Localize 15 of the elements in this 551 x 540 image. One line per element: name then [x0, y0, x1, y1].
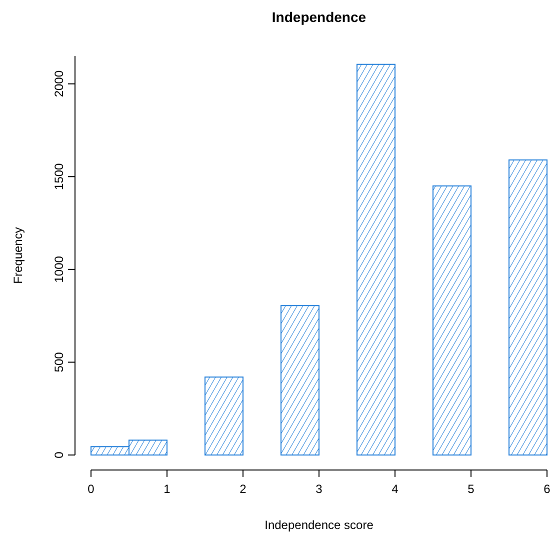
y-tick-label: 1000 — [52, 256, 66, 283]
x-tick-label: 5 — [468, 482, 475, 496]
x-tick-label: 3 — [316, 482, 323, 496]
x-tick-label: 2 — [240, 482, 247, 496]
y-tick-label: 0 — [52, 451, 66, 458]
y-tick-label: 500 — [52, 352, 66, 372]
chart-title: Independence — [272, 9, 366, 25]
x-axis-title: Independence score — [264, 518, 374, 532]
y-axis-title: Frequency — [11, 227, 25, 284]
y-tick-label: 1500 — [52, 162, 66, 190]
x-tick-label: 1 — [164, 482, 171, 496]
x-tick-label: 4 — [392, 482, 399, 496]
y-tick-label: 2000 — [52, 70, 66, 98]
x-tick-label: 6 — [544, 482, 551, 496]
x-tick-label: 0 — [88, 482, 95, 496]
